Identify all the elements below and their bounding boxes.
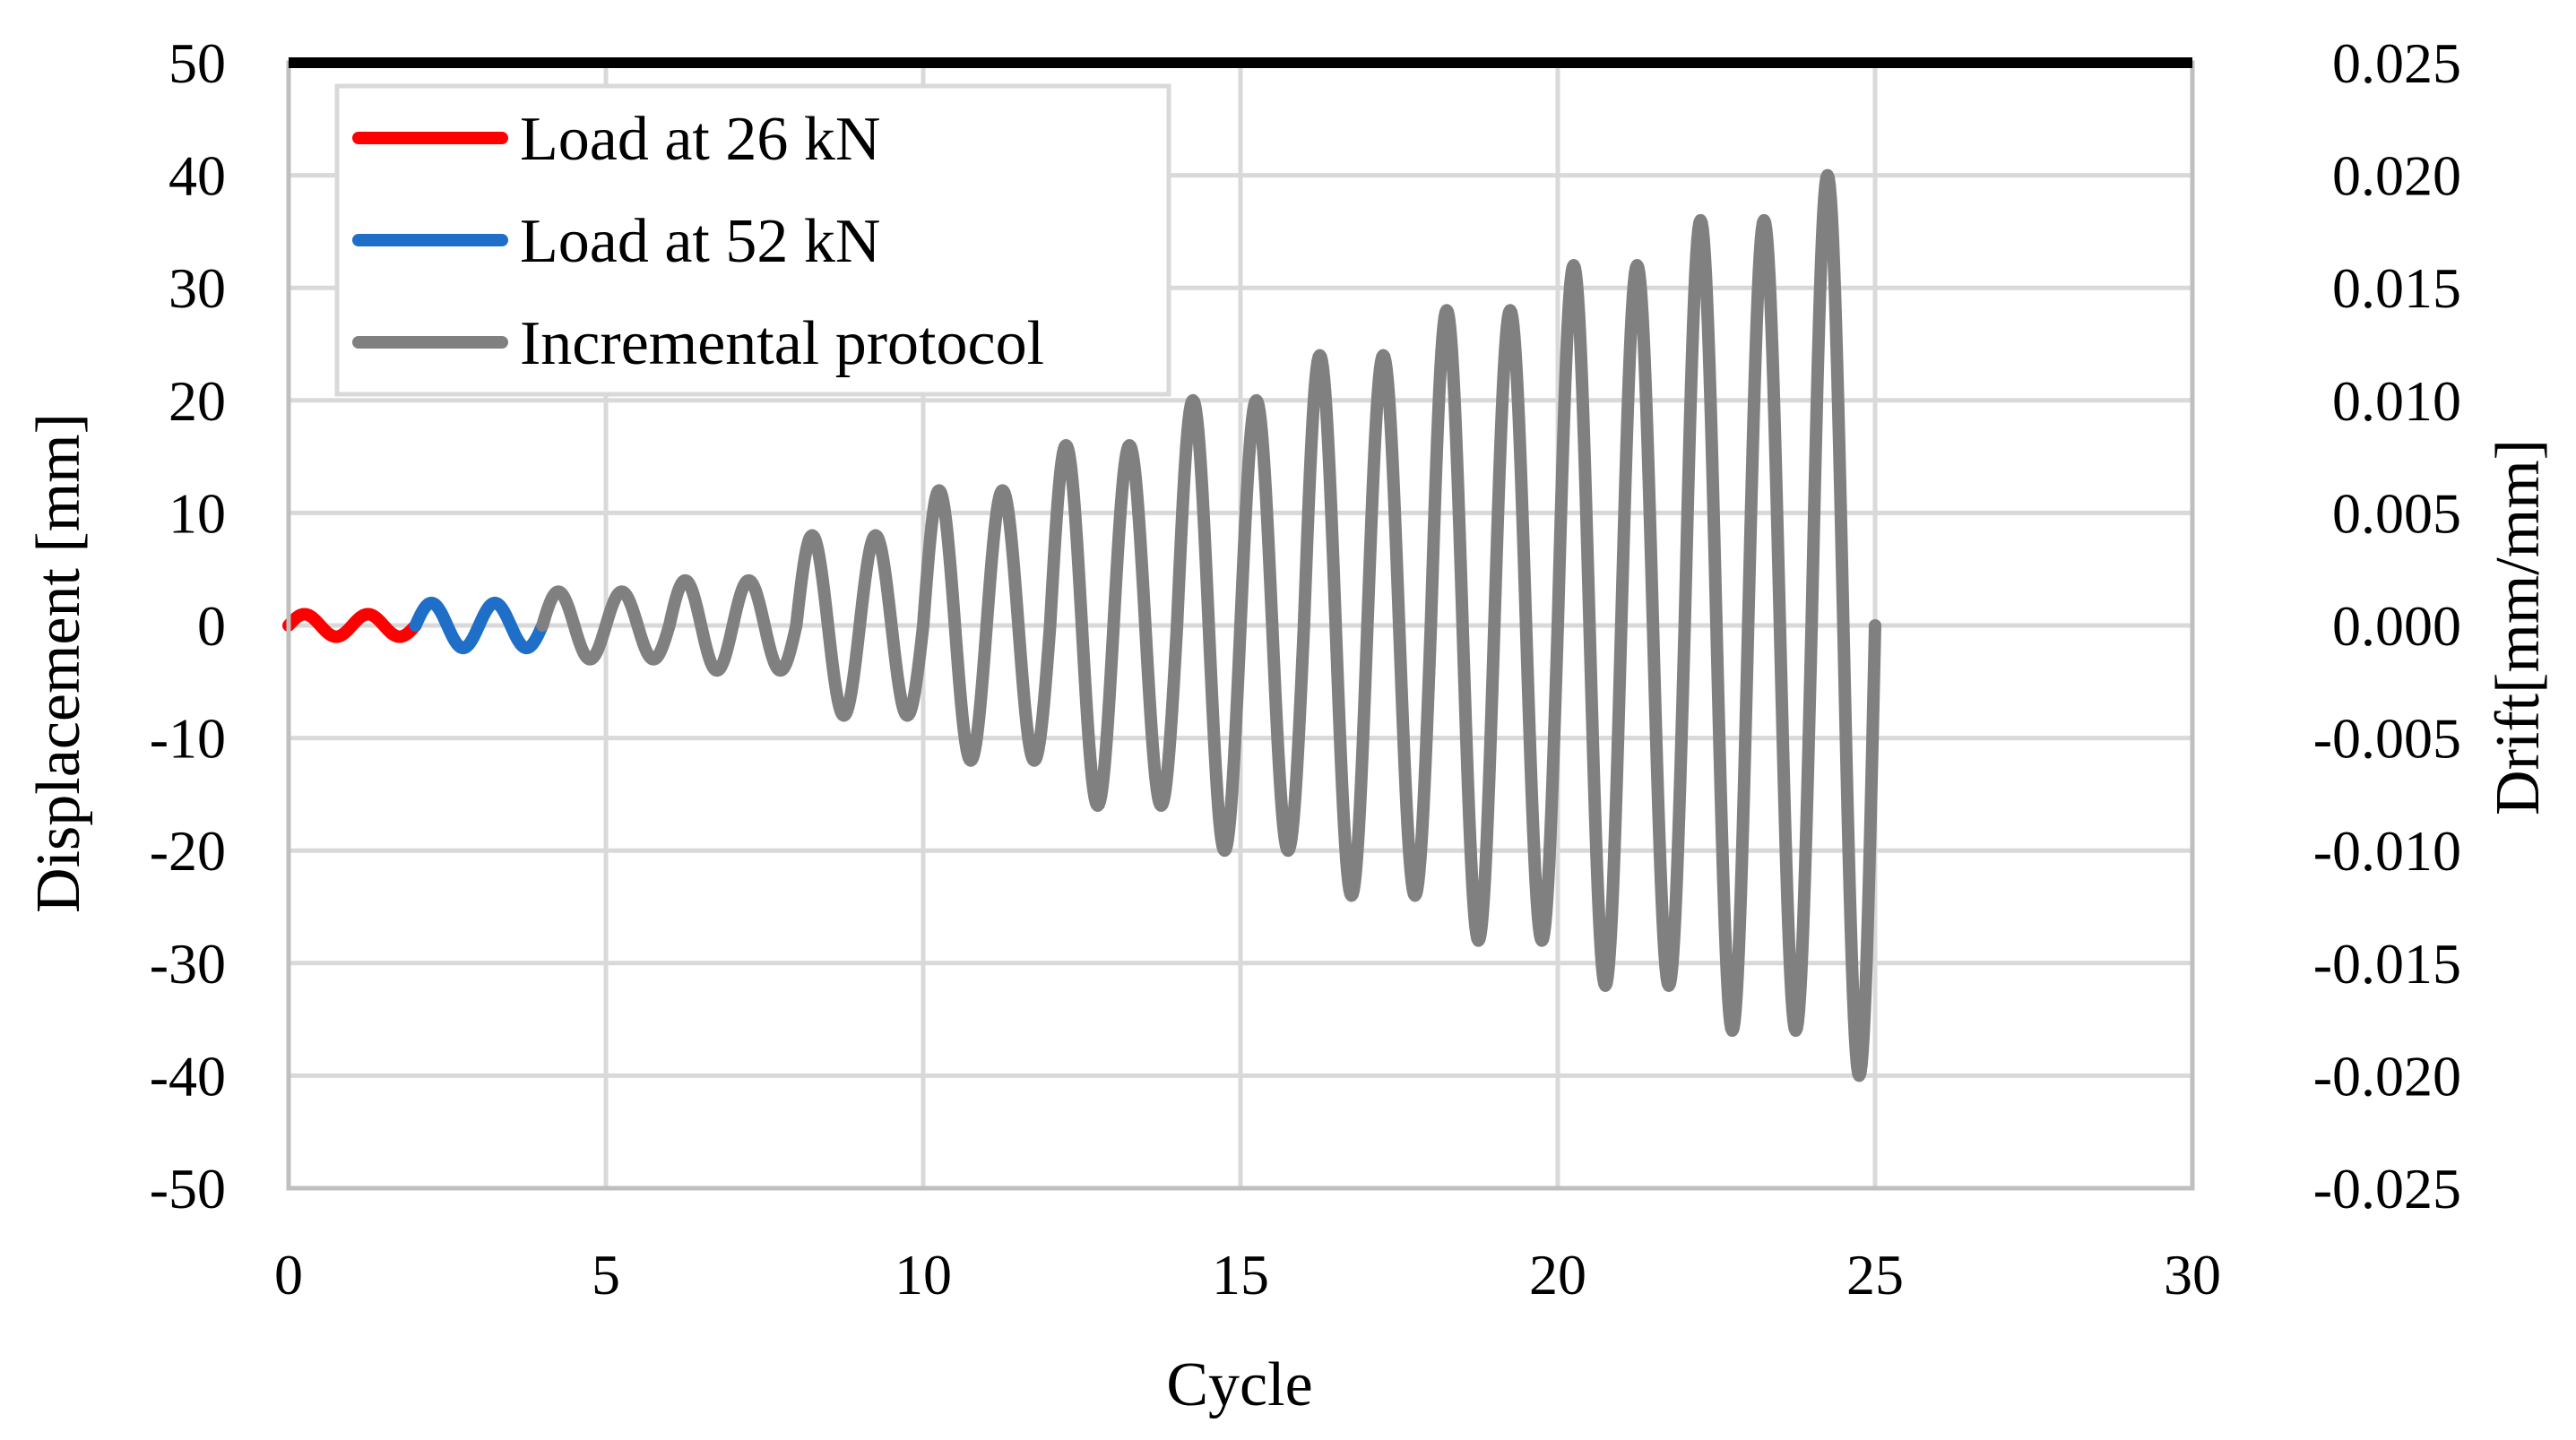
tick-labels: 0 5 10 15 20 25 30 50 40 30 20 10 0 -10 -20 -30 -40 -50 0.… xyxy=(150,31,2461,1306)
y-tick-label: 0 xyxy=(197,594,226,658)
y-tick-label: -20 xyxy=(150,819,226,883)
y2-tick-label: -0.020 xyxy=(2313,1044,2461,1108)
y-tick-label: -10 xyxy=(150,707,226,771)
legend: Load at 26 kN Load at 52 kN Incremental pr… xyxy=(334,83,1171,397)
y2-tick-label: -0.025 xyxy=(2313,1157,2461,1220)
y2-axis-title: Drift[mm/mm] xyxy=(2484,439,2553,815)
series-group xyxy=(282,168,1881,1082)
series-line-2 xyxy=(409,596,549,655)
x-tick-label: 0 xyxy=(274,1243,303,1306)
y-tick-label: 30 xyxy=(169,256,226,320)
y-tick-label: 50 xyxy=(169,31,226,95)
series-line-3 xyxy=(536,168,1881,1082)
y2-tick-label: 0.010 xyxy=(2332,369,2461,433)
y-tick-label: 20 xyxy=(169,369,226,433)
x-tick-label: 20 xyxy=(1529,1243,1586,1306)
y-tick-label: 10 xyxy=(169,481,226,545)
plot-frame xyxy=(286,57,2195,1191)
y2-tick-label: 0.015 xyxy=(2332,256,2461,320)
y-tick-label: -40 xyxy=(150,1044,226,1108)
x-tick-label: 25 xyxy=(1846,1243,1904,1306)
legend-label-3: Incremental protocol xyxy=(520,309,1044,378)
y-tick-label: -30 xyxy=(150,932,226,996)
legend-label-2: Load at 52 kN xyxy=(520,207,880,276)
y2-tick-label: 0.025 xyxy=(2332,31,2461,95)
y2-tick-label: -0.015 xyxy=(2313,932,2461,996)
y2-tick-label: -0.010 xyxy=(2313,819,2461,883)
y-axis-title: Displacement [mm] xyxy=(24,413,93,913)
y-tick-label: 40 xyxy=(169,144,226,208)
series-line-1 xyxy=(282,608,422,643)
x-tick-label: 10 xyxy=(895,1243,952,1306)
y2-tick-label: -0.005 xyxy=(2313,707,2461,771)
y-tick-label: -50 xyxy=(150,1157,226,1220)
y2-tick-label: 0.005 xyxy=(2332,481,2461,545)
y2-tick-label: 0.000 xyxy=(2332,594,2461,658)
x-axis-title: Cycle xyxy=(1166,1350,1312,1419)
x-tick-label: 30 xyxy=(2164,1243,2221,1306)
x-tick-label: 5 xyxy=(592,1243,620,1306)
legend-label-1: Load at 26 kN xyxy=(520,105,880,174)
y2-tick-label: 0.020 xyxy=(2332,144,2461,208)
x-tick-label: 15 xyxy=(1212,1243,1269,1306)
